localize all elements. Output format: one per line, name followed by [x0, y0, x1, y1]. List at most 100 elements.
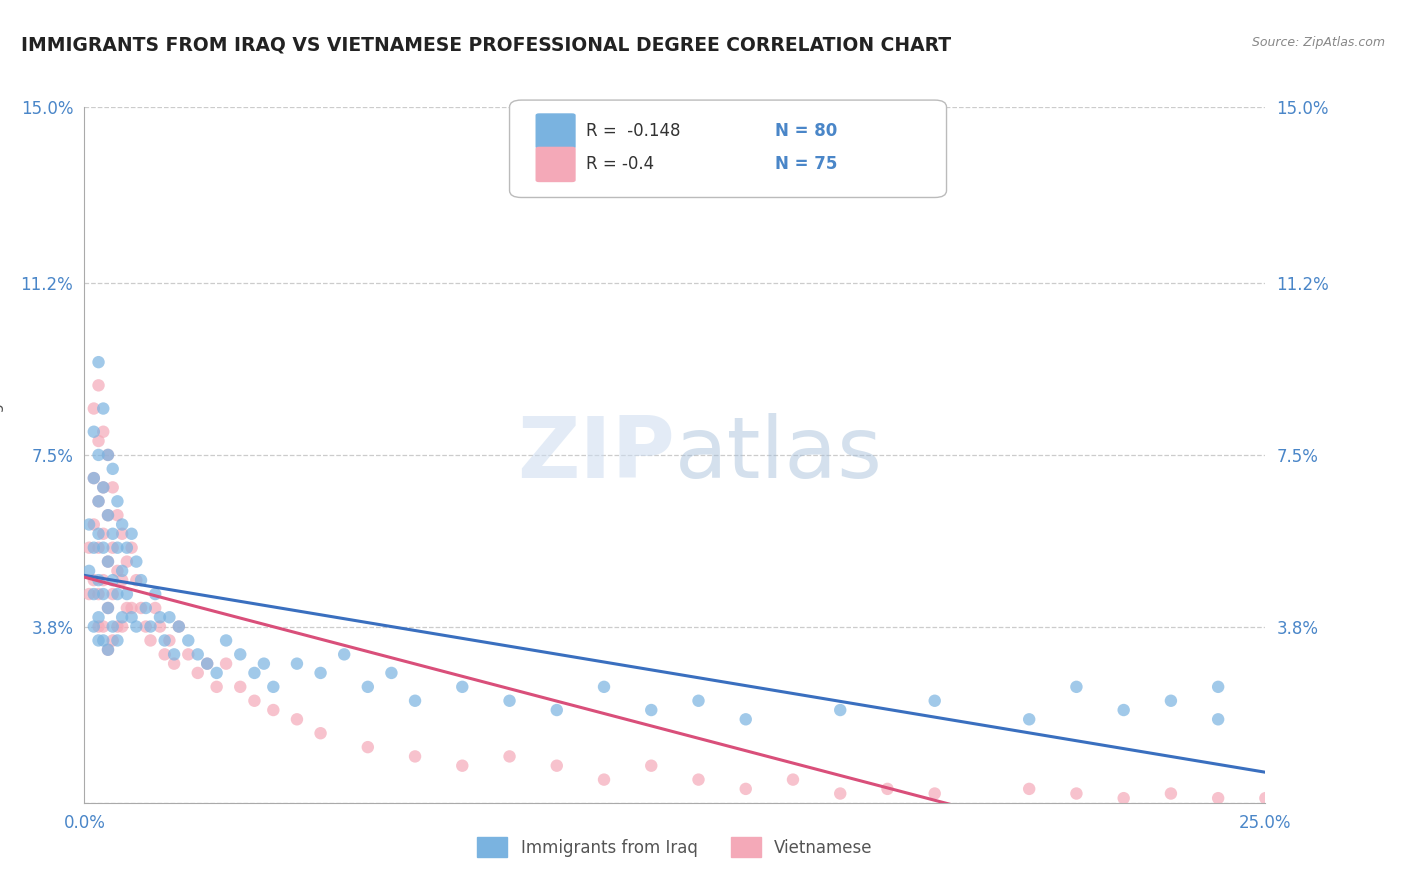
Point [91, 480, 114, 494]
Point [229, 648, 252, 662]
Point [87, 633, 110, 648]
Point [87, 378, 110, 392]
Point [87, 494, 110, 508]
Point [215, 657, 238, 671]
Point [83, 587, 105, 601]
Point [91, 587, 114, 601]
Point [167, 619, 190, 633]
Point [380, 665, 402, 680]
Point [1160, 694, 1182, 708]
Point [87, 448, 110, 462]
Point [107, 508, 129, 523]
Point [101, 462, 124, 476]
Point [125, 573, 148, 587]
Point [1160, 787, 1182, 801]
Point [97, 642, 120, 657]
Point [1112, 703, 1135, 717]
Point [97, 448, 120, 462]
Point [167, 619, 190, 633]
Point [83, 541, 105, 555]
Point [87, 610, 110, 624]
Point [640, 758, 662, 772]
Point [143, 587, 166, 601]
Point [121, 526, 143, 541]
Point [149, 610, 172, 624]
Point [91, 480, 114, 494]
Text: Source: ZipAtlas.com: Source: ZipAtlas.com [1251, 36, 1385, 49]
Point [115, 541, 138, 555]
Point [157, 633, 180, 648]
Text: R = -0.4: R = -0.4 [586, 155, 654, 173]
Point [87, 434, 110, 448]
Point [115, 601, 138, 615]
Point [97, 601, 120, 615]
Point [163, 648, 186, 662]
Point [111, 573, 134, 587]
Point [357, 740, 380, 755]
Point [177, 633, 200, 648]
Point [87, 494, 110, 508]
FancyBboxPatch shape [536, 146, 575, 182]
Point [688, 772, 710, 787]
Point [177, 648, 200, 662]
Point [404, 749, 426, 764]
Point [121, 541, 143, 555]
Point [97, 601, 120, 615]
Point [153, 648, 176, 662]
Point [91, 619, 114, 633]
Point [195, 657, 218, 671]
Point [87, 619, 110, 633]
Point [830, 787, 852, 801]
Point [1112, 791, 1135, 805]
Text: ZIP: ZIP [517, 413, 675, 497]
Point [77, 564, 100, 578]
Point [77, 587, 100, 601]
Point [83, 619, 105, 633]
Point [101, 480, 124, 494]
Point [187, 648, 209, 662]
Point [91, 541, 114, 555]
Point [87, 355, 110, 369]
Point [97, 508, 120, 523]
Point [139, 619, 162, 633]
Point [149, 619, 172, 633]
Point [87, 573, 110, 587]
Point [215, 633, 238, 648]
Point [115, 587, 138, 601]
FancyBboxPatch shape [509, 100, 946, 197]
Point [115, 555, 138, 569]
Point [593, 680, 616, 694]
Point [125, 619, 148, 633]
Point [243, 694, 266, 708]
Point [87, 587, 110, 601]
Point [546, 703, 568, 717]
Point [107, 494, 129, 508]
Point [77, 541, 100, 555]
Point [121, 610, 143, 624]
Point [97, 448, 120, 462]
Point [97, 555, 120, 569]
Point [640, 703, 662, 717]
Point [688, 694, 710, 708]
Point [135, 601, 157, 615]
Point [253, 657, 276, 671]
Point [924, 694, 946, 708]
Point [83, 573, 105, 587]
Point [1206, 791, 1229, 805]
Point [107, 633, 129, 648]
Point [404, 694, 426, 708]
Point [782, 772, 804, 787]
Point [129, 573, 152, 587]
Point [546, 758, 568, 772]
Point [91, 526, 114, 541]
Point [101, 633, 124, 648]
Point [91, 573, 114, 587]
Point [285, 712, 308, 726]
Point [830, 703, 852, 717]
Point [163, 657, 186, 671]
Point [1018, 781, 1040, 796]
Point [924, 787, 946, 801]
Point [101, 573, 124, 587]
FancyBboxPatch shape [536, 113, 575, 149]
Point [357, 680, 380, 694]
